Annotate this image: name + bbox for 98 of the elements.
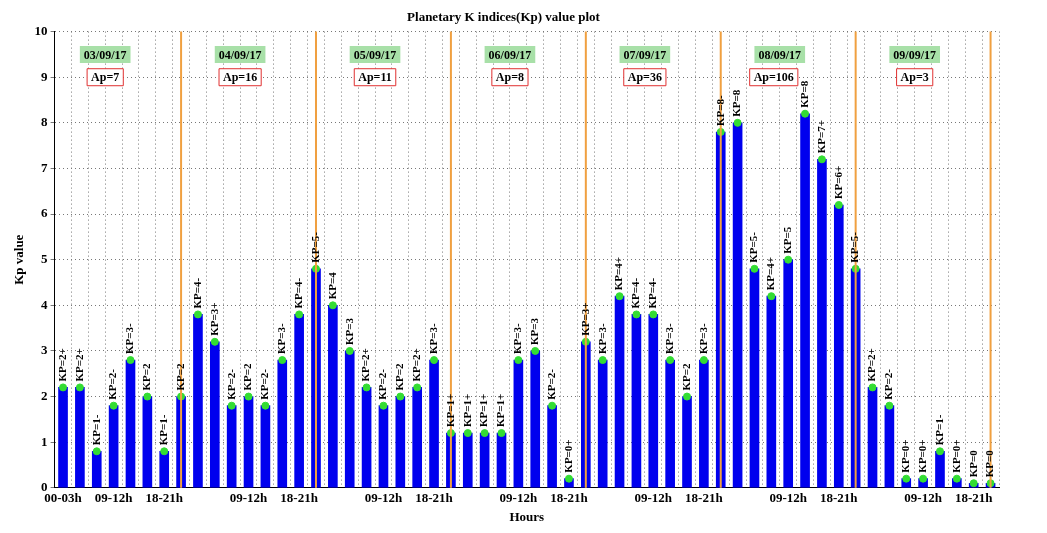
annotation: 06/09/17 <box>488 47 532 62</box>
data-label: KP=4- <box>190 277 203 309</box>
x-tick-label: 18-21h <box>685 489 724 505</box>
data-label: KP=8 <box>797 80 810 108</box>
data-label: KP=2- <box>376 368 389 400</box>
data-label: KP=1- <box>932 414 945 446</box>
annotation: 04/09/17 <box>218 47 262 62</box>
data-label: KP=2+ <box>865 348 878 382</box>
data-label: KP=0+ <box>899 439 912 473</box>
x-tick-label: 09-12h <box>904 489 943 505</box>
y-tick-label: 4 <box>41 296 49 312</box>
x-tick-label: 09-12h <box>499 489 538 505</box>
y-tick-label: 3 <box>41 342 49 358</box>
annotation: Ap=11 <box>358 70 392 85</box>
data-label: KP=3 <box>342 317 355 345</box>
x-axis-title: Hours <box>509 508 545 524</box>
y-tick-label: 6 <box>41 205 49 221</box>
x-tick-label: 09-12h <box>364 489 403 505</box>
data-label: KP=1+ <box>460 393 473 428</box>
data-label: KP=5- <box>308 231 321 263</box>
data-label: KP=1- <box>89 414 102 446</box>
x-tick-label: 18-21h <box>550 489 589 505</box>
annotation: Ap=8 <box>495 70 525 85</box>
data-label: KP=7+ <box>814 120 827 154</box>
data-label: KP=3- <box>696 323 709 355</box>
chart-title: Planetary K indices(Kp) value plot <box>407 9 601 25</box>
annotation: 05/09/17 <box>353 47 397 62</box>
data-label: KP=2+ <box>359 348 372 382</box>
data-label: KP=2+ <box>72 348 85 382</box>
data-label: KP=2 <box>173 363 186 391</box>
y-tick-label: 2 <box>41 387 48 403</box>
y-tick-label: 10 <box>34 22 48 38</box>
data-label: KP=1+ <box>477 393 490 428</box>
annotation: Ap=106 <box>753 70 794 85</box>
data-label: KP=5- <box>747 231 760 263</box>
data-label: KP=2+ <box>410 348 423 382</box>
data-label: KP=1- <box>157 414 170 446</box>
y-tick-label: 9 <box>41 68 49 84</box>
x-tick-label: 18-21h <box>820 489 859 505</box>
y-tick-label: 8 <box>41 114 49 130</box>
data-label: KP=0 <box>983 449 996 478</box>
annotation: 08/09/17 <box>758 47 802 62</box>
data-label: KP=2- <box>224 368 237 400</box>
x-tick-label: 18-21h <box>415 489 454 505</box>
data-label: KP=3- <box>595 323 608 355</box>
data-label: KP=4 <box>325 271 338 300</box>
annotation: Ap=7 <box>91 70 120 85</box>
annotation: Ap=16 <box>223 70 258 85</box>
data-label: KP=8 <box>730 89 743 117</box>
data-label: KP=3- <box>426 323 439 355</box>
y-tick-label: 7 <box>41 159 49 175</box>
x-tick-label: 09-12h <box>769 489 808 505</box>
data-label: KP=3+ <box>578 302 591 336</box>
annotation: Ap=3 <box>900 70 929 85</box>
data-label: KP=4- <box>629 277 642 309</box>
y-axis-title: Kp value <box>11 234 27 285</box>
x-tick-label: 09-12h <box>94 489 134 505</box>
data-label: KP=4- <box>291 277 304 309</box>
data-label: KP=3- <box>511 323 524 355</box>
x-tick-label: 18-21h <box>145 489 184 505</box>
data-label: KP=4+ <box>612 256 625 291</box>
x-tick-label: 09-12h <box>229 489 269 505</box>
data-label: KP=0+ <box>915 439 928 473</box>
data-label: KP=5 <box>781 226 794 254</box>
data-label: KP=2 <box>679 363 692 391</box>
data-label: KP=0+ <box>949 439 962 473</box>
data-label: KP=2 <box>393 363 406 391</box>
data-label: KP=0+ <box>561 439 574 473</box>
data-label: KP=1+ <box>494 393 507 428</box>
y-tick-label: 5 <box>41 251 49 267</box>
data-label: KP=2- <box>258 368 271 400</box>
data-label: KP=6+ <box>831 165 844 199</box>
data-label: KP=3 <box>528 317 541 345</box>
data-label: KP=1+ <box>443 393 456 428</box>
data-label: KP=0 <box>966 449 979 478</box>
annotation: Ap=36 <box>627 70 662 85</box>
y-tick-label: 1 <box>41 433 48 449</box>
data-label: KP=2+ <box>55 348 68 382</box>
data-label: KP=4+ <box>764 256 777 291</box>
x-tick-label: 18-21h <box>280 489 319 505</box>
data-label: KP=3- <box>662 323 675 355</box>
data-label: KP=2- <box>544 368 557 400</box>
data-label: KP=3- <box>275 323 288 355</box>
annotation: 03/09/17 <box>83 47 127 62</box>
data-label: KP=2 <box>241 363 254 391</box>
data-label: KP=3+ <box>207 302 220 336</box>
data-label: KP=5- <box>848 231 861 263</box>
y-tick-label: 0 <box>41 479 48 495</box>
annotation: 07/09/17 <box>623 47 667 62</box>
data-label: KP=2 <box>140 363 153 391</box>
data-label: KP=4- <box>646 277 659 309</box>
data-label: KP=3- <box>123 323 136 355</box>
x-tick-label: 09-12h <box>634 489 673 505</box>
data-label: KP=2- <box>106 368 119 400</box>
data-label: KP=8- <box>713 94 726 126</box>
data-label: KP=2- <box>882 368 895 400</box>
annotation: 09/09/17 <box>893 47 937 62</box>
x-tick-label: 18-21h <box>954 489 994 505</box>
